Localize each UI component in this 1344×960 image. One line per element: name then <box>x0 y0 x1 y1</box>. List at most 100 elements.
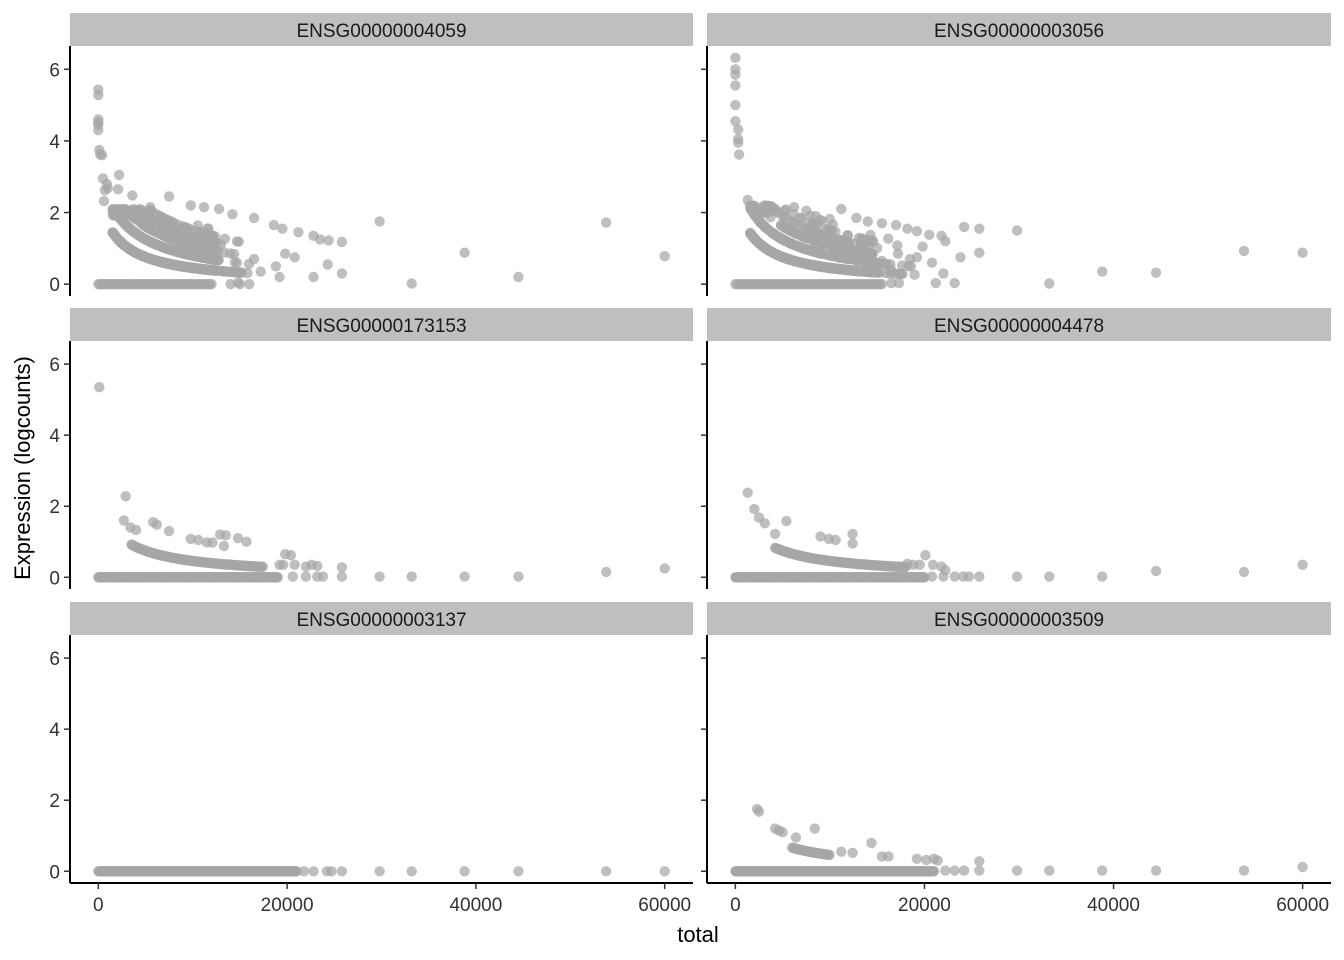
data-point <box>1238 245 1250 257</box>
data-point <box>107 227 119 239</box>
data-point <box>206 279 217 290</box>
data-point <box>949 865 960 876</box>
data-point <box>820 230 831 241</box>
data-point <box>866 837 877 849</box>
data-point <box>795 213 807 224</box>
points-group <box>730 487 1308 583</box>
data-point <box>787 226 798 238</box>
data-point <box>513 271 524 283</box>
data-point <box>225 279 236 290</box>
data-point <box>202 229 213 240</box>
data-point <box>112 207 123 218</box>
data-point <box>902 223 913 234</box>
data-point <box>742 487 753 498</box>
data-point <box>168 234 180 245</box>
data-point <box>798 243 809 254</box>
data-point <box>1011 865 1023 876</box>
y-tick-label: 2 <box>49 791 60 812</box>
data-point <box>749 503 760 515</box>
data-point <box>1150 865 1162 876</box>
data-point <box>601 566 612 578</box>
panels-layer: ENSG00000004059 0 2 4 6 ENSG00000003056 ENSG00… <box>49 13 1331 916</box>
data-point <box>163 258 175 269</box>
data-point <box>759 200 770 211</box>
data-point <box>886 265 897 276</box>
data-point <box>959 865 970 876</box>
data-point <box>836 846 847 857</box>
data-point <box>779 205 790 216</box>
data-point <box>840 244 852 255</box>
data-point <box>513 866 524 877</box>
points-group <box>93 866 670 877</box>
data-point <box>890 219 902 231</box>
data-point <box>949 571 960 582</box>
data-point <box>777 827 788 838</box>
data-point <box>272 572 283 583</box>
data-point <box>374 571 385 582</box>
data-point <box>793 256 804 268</box>
data-point <box>847 538 858 549</box>
data-point <box>764 246 776 257</box>
data-point <box>244 279 255 290</box>
data-point <box>336 571 348 582</box>
data-point <box>780 222 791 233</box>
data-point <box>231 257 243 268</box>
data-point <box>974 247 985 258</box>
points-group <box>730 803 1308 877</box>
y-tick-label: 4 <box>49 426 60 447</box>
data-point <box>94 382 105 393</box>
data-point <box>210 245 221 256</box>
data-point <box>459 866 470 877</box>
data-point <box>730 52 741 63</box>
data-point <box>241 536 252 547</box>
data-point <box>914 559 925 570</box>
data-point <box>776 233 787 244</box>
x-tick-label: 20000 <box>898 895 951 916</box>
data-point <box>730 80 741 91</box>
data-point <box>1097 266 1108 277</box>
data-point <box>289 559 300 570</box>
data-point <box>974 856 985 867</box>
data-point <box>858 247 869 258</box>
x-tick-label: 60000 <box>638 895 691 916</box>
facet-panel: ENSG00000004478 <box>701 308 1331 589</box>
data-point <box>326 866 337 877</box>
data-point <box>809 823 820 834</box>
data-point <box>336 236 348 248</box>
facet-panel: ENSG00000173153 0 2 4 6 <box>49 308 693 589</box>
data-point <box>909 269 920 280</box>
data-point <box>1044 278 1055 289</box>
data-point <box>751 235 762 246</box>
data-point <box>1150 565 1162 577</box>
data-point <box>930 277 941 289</box>
x-tick-label: 0 <box>730 895 741 916</box>
data-point <box>1150 267 1162 278</box>
data-point <box>406 571 417 582</box>
y-tick-label: 0 <box>49 862 60 883</box>
data-point <box>940 236 951 247</box>
data-point <box>459 247 470 258</box>
facet-strip <box>70 602 693 635</box>
data-point <box>98 195 110 207</box>
data-point <box>224 266 235 277</box>
data-point <box>274 271 285 283</box>
facet-strip <box>707 13 1331 46</box>
data-point <box>185 533 196 545</box>
data-point <box>248 212 260 224</box>
data-point <box>876 279 888 290</box>
data-point <box>787 238 798 250</box>
data-point <box>974 223 985 234</box>
data-point <box>287 571 298 582</box>
data-point <box>851 212 862 224</box>
data-point <box>312 560 323 572</box>
data-point <box>220 530 231 541</box>
data-point <box>974 571 985 582</box>
data-point <box>963 571 975 582</box>
data-point <box>93 89 104 101</box>
data-point <box>93 125 104 136</box>
data-point <box>336 562 348 573</box>
y-tick-label: 0 <box>49 568 60 589</box>
data-point <box>955 252 966 263</box>
data-point <box>459 571 470 582</box>
